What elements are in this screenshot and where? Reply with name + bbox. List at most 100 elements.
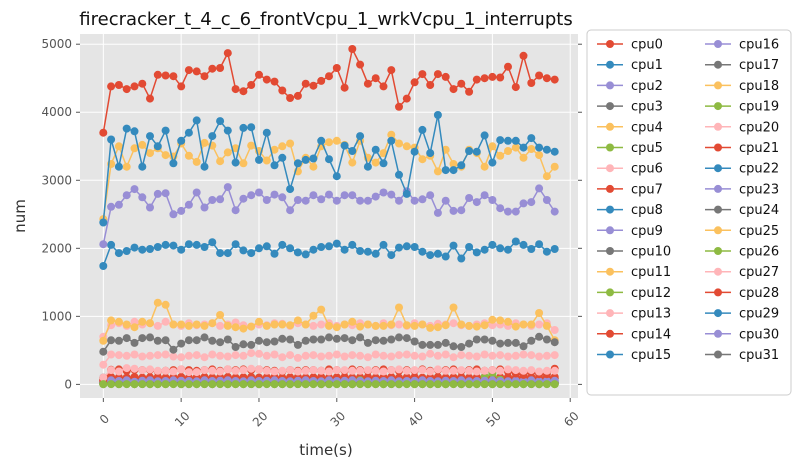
data-point <box>403 351 411 359</box>
data-point <box>520 351 528 359</box>
data-point <box>131 339 139 347</box>
data-point <box>278 241 286 249</box>
data-point <box>154 367 162 375</box>
data-point <box>403 380 411 388</box>
data-point <box>131 351 139 359</box>
data-point <box>138 193 146 201</box>
data-point <box>520 241 528 249</box>
data-point <box>123 191 131 199</box>
data-point <box>138 318 146 326</box>
data-point <box>496 152 504 160</box>
data-point <box>131 82 139 90</box>
data-point <box>294 159 302 167</box>
data-point <box>294 248 302 256</box>
data-point <box>263 76 271 84</box>
data-point <box>465 352 473 360</box>
data-point <box>512 208 520 216</box>
data-point <box>473 353 481 361</box>
legend-swatch-marker <box>606 123 614 131</box>
data-point <box>348 367 356 375</box>
data-point <box>535 184 543 192</box>
data-point <box>372 322 380 330</box>
data-point <box>232 240 240 248</box>
data-point <box>278 335 286 343</box>
data-point <box>263 129 271 137</box>
data-point <box>387 251 395 259</box>
data-point <box>278 321 286 329</box>
data-point <box>169 321 177 329</box>
data-point <box>457 321 465 329</box>
chart-title: firecracker_t_4_c_6_frontVcpu_1_wrkVcpu_… <box>79 9 572 30</box>
data-point <box>115 337 123 345</box>
data-point <box>473 336 481 344</box>
data-point <box>520 380 528 388</box>
data-point <box>341 191 349 199</box>
data-point <box>465 322 473 330</box>
data-point <box>348 191 356 199</box>
data-point <box>504 339 512 347</box>
data-point <box>278 87 286 95</box>
data-point <box>356 333 364 341</box>
data-point <box>185 352 193 360</box>
data-point <box>208 238 216 246</box>
data-point <box>418 366 426 374</box>
data-point <box>473 380 481 388</box>
data-point <box>99 361 107 369</box>
data-point <box>372 159 380 167</box>
data-point <box>418 248 426 256</box>
data-point <box>123 334 131 342</box>
data-point <box>255 318 263 326</box>
data-point <box>543 352 551 360</box>
data-point <box>512 366 520 374</box>
data-point <box>294 316 302 324</box>
data-point <box>465 340 473 348</box>
data-point <box>232 351 240 359</box>
data-point <box>450 166 458 174</box>
data-point <box>457 343 465 351</box>
data-point <box>169 346 177 354</box>
x-tick-label: 0 <box>97 412 112 427</box>
data-point <box>317 137 325 145</box>
data-point <box>271 250 279 258</box>
data-point <box>372 193 380 201</box>
data-point <box>131 323 139 331</box>
legend-swatch-marker <box>714 81 722 89</box>
legend-swatch-marker <box>606 81 614 89</box>
data-point <box>107 336 115 344</box>
data-point <box>488 142 496 150</box>
data-point <box>457 161 465 169</box>
data-point <box>302 352 310 360</box>
data-point <box>333 240 341 248</box>
data-point <box>247 123 255 131</box>
data-point <box>333 335 341 343</box>
legend-label: cpu5 <box>631 141 663 156</box>
legend-label: cpu7 <box>631 182 663 197</box>
data-point <box>317 336 325 344</box>
data-point <box>527 79 535 87</box>
data-point <box>434 70 442 78</box>
data-point <box>146 132 154 140</box>
data-point <box>364 163 372 171</box>
legend-swatch-marker <box>714 144 722 152</box>
data-point <box>426 368 434 376</box>
legend-label: cpu8 <box>631 203 663 218</box>
data-point <box>115 163 123 171</box>
data-point <box>309 155 317 163</box>
data-point <box>348 351 356 359</box>
data-point <box>309 191 317 199</box>
data-point <box>302 321 310 329</box>
data-point <box>239 124 247 132</box>
data-point <box>504 380 512 388</box>
data-point <box>512 83 520 91</box>
data-point <box>551 380 559 388</box>
data-point <box>333 172 341 180</box>
data-point <box>138 246 146 254</box>
data-point <box>162 380 170 388</box>
data-point <box>239 246 247 254</box>
data-point <box>201 163 209 171</box>
data-point <box>123 247 131 255</box>
data-point <box>294 354 302 362</box>
data-point <box>309 312 317 320</box>
data-point <box>434 323 442 331</box>
